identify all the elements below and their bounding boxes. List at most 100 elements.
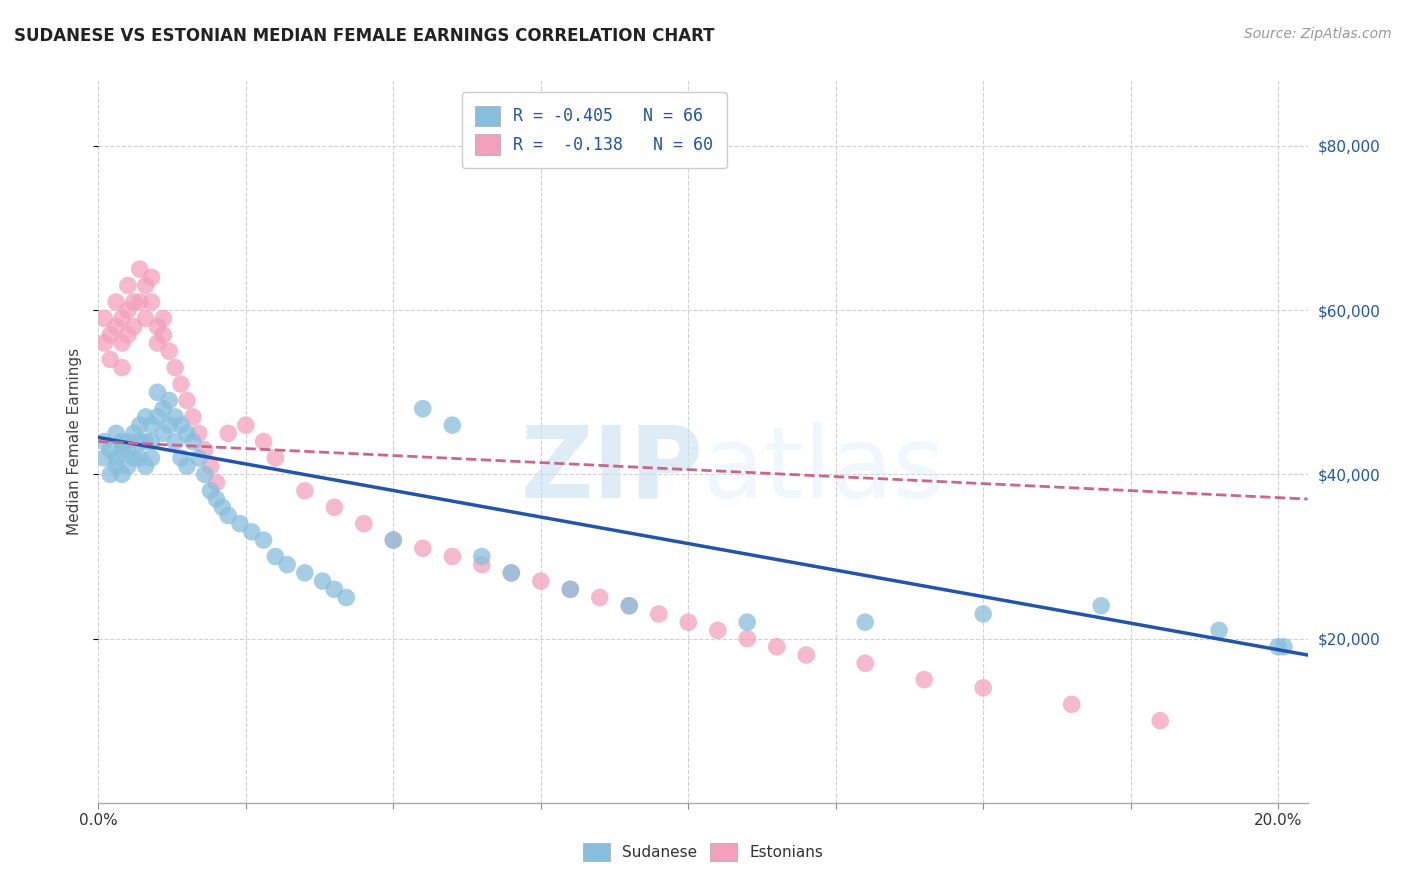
Point <box>146 319 169 334</box>
Point <box>441 549 464 564</box>
Point <box>187 450 209 465</box>
Point <box>912 673 935 687</box>
Point <box>170 377 193 392</box>
Point <box>176 426 198 441</box>
Point <box>194 467 217 482</box>
Point <box>648 607 671 621</box>
Point <box>441 418 464 433</box>
Point <box>217 426 239 441</box>
Point <box>98 327 121 342</box>
Point <box>229 516 252 531</box>
Point <box>323 582 346 597</box>
Point <box>382 533 405 547</box>
Point <box>294 566 316 580</box>
Point <box>735 632 758 646</box>
Point <box>122 450 145 465</box>
Point <box>141 434 163 449</box>
Point <box>187 426 209 441</box>
Point <box>135 459 157 474</box>
Point <box>335 591 357 605</box>
Point <box>157 418 180 433</box>
Point <box>353 516 375 531</box>
Point <box>105 295 128 310</box>
Point <box>111 434 134 449</box>
Point <box>105 450 128 465</box>
Point <box>111 467 134 482</box>
Point <box>200 483 222 498</box>
Point <box>382 533 405 547</box>
Point <box>217 508 239 523</box>
Point <box>141 450 163 465</box>
Point <box>471 558 494 572</box>
Point <box>471 549 494 564</box>
Point <box>111 311 134 326</box>
Point <box>105 459 128 474</box>
Point <box>706 624 728 638</box>
Text: ZIP: ZIP <box>520 422 703 519</box>
Point <box>141 418 163 433</box>
Point <box>135 311 157 326</box>
Point <box>141 270 163 285</box>
Point <box>157 344 180 359</box>
Point <box>264 450 287 465</box>
Point <box>205 475 228 490</box>
Point <box>235 418 257 433</box>
Point <box>152 311 174 326</box>
Point <box>252 434 274 449</box>
Point <box>117 327 139 342</box>
Point <box>735 615 758 630</box>
Point <box>128 418 150 433</box>
Point <box>135 409 157 424</box>
Point <box>972 681 994 695</box>
Point <box>98 352 121 367</box>
Point <box>117 442 139 457</box>
Point <box>412 541 434 556</box>
Point <box>240 524 263 539</box>
Point <box>765 640 787 654</box>
Point <box>146 336 169 351</box>
Legend: Sudanese, Estonians: Sudanese, Estonians <box>576 837 830 867</box>
Point <box>122 295 145 310</box>
Point <box>1272 640 1295 654</box>
Point <box>972 607 994 621</box>
Point <box>205 491 228 506</box>
Point <box>135 278 157 293</box>
Point <box>619 599 641 613</box>
Point <box>152 401 174 416</box>
Point <box>560 582 582 597</box>
Point <box>105 319 128 334</box>
Point <box>501 566 523 580</box>
Point <box>264 549 287 564</box>
Point <box>117 434 139 449</box>
Point <box>111 336 134 351</box>
Point <box>93 450 115 465</box>
Point <box>93 336 115 351</box>
Point <box>1090 599 1112 613</box>
Point <box>181 434 204 449</box>
Point <box>1267 640 1289 654</box>
Point <box>117 278 139 293</box>
Point <box>111 360 134 375</box>
Point <box>211 500 233 515</box>
Point <box>135 434 157 449</box>
Point <box>157 393 180 408</box>
Point <box>98 442 121 457</box>
Point <box>141 295 163 310</box>
Point <box>294 483 316 498</box>
Point <box>1149 714 1171 728</box>
Point <box>176 459 198 474</box>
Point <box>128 262 150 277</box>
Point <box>165 409 187 424</box>
Point <box>560 582 582 597</box>
Point <box>170 450 193 465</box>
Point <box>589 591 612 605</box>
Point <box>128 295 150 310</box>
Point <box>252 533 274 547</box>
Point <box>111 442 134 457</box>
Point <box>165 434 187 449</box>
Point <box>194 442 217 457</box>
Point <box>117 459 139 474</box>
Text: atlas: atlas <box>703 422 945 519</box>
Point <box>170 418 193 433</box>
Point <box>128 434 150 449</box>
